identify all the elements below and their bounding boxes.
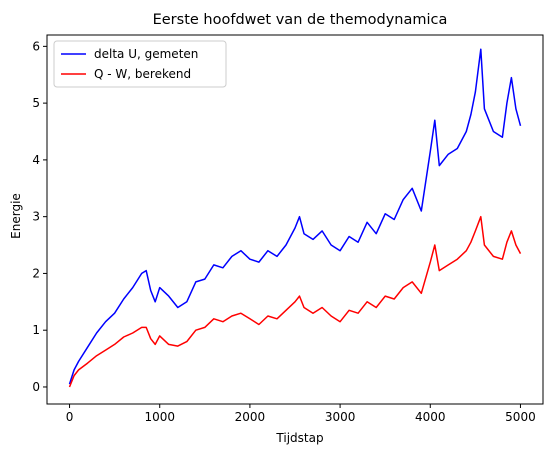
x-tick-label: 2000 [235, 410, 266, 424]
legend: delta U, gemeten Q - W, berekend [53, 40, 227, 88]
y-tick-label: 6 [32, 39, 40, 53]
y-tick-label: 3 [32, 210, 40, 224]
x-tick-label: 3000 [325, 410, 356, 424]
chart-title: Eerste hoofdwet van de themodynamica [153, 12, 448, 28]
x-axis-label: Tijdstap [275, 431, 323, 445]
x-tick-label: 1000 [144, 410, 175, 424]
y-axis-ticks: 0 1 2 3 4 5 6 [32, 39, 47, 394]
x-tick-label: 0 [66, 410, 74, 424]
plot-lines [68, 48, 522, 388]
legend-box [53, 40, 227, 88]
legend-label-0: delta U, gemeten [94, 47, 198, 61]
legend-label-1: Q - W, berekend [94, 67, 191, 81]
y-tick-label: 2 [32, 266, 40, 280]
y-tick-label: 1 [32, 323, 40, 337]
x-tick-label: 5000 [505, 410, 536, 424]
series-line-0 [68, 48, 522, 385]
x-axis-ticks: 0 1000 2000 3000 4000 5000 [66, 404, 536, 424]
y-tick-label: 0 [32, 380, 40, 394]
y-axis-label: Energie [9, 193, 23, 239]
y-tick-label: 4 [32, 153, 40, 167]
y-tick-label: 5 [32, 96, 40, 110]
x-tick-label: 4000 [415, 410, 446, 424]
plot-frame [46, 34, 544, 405]
series-line-1 [68, 215, 522, 388]
